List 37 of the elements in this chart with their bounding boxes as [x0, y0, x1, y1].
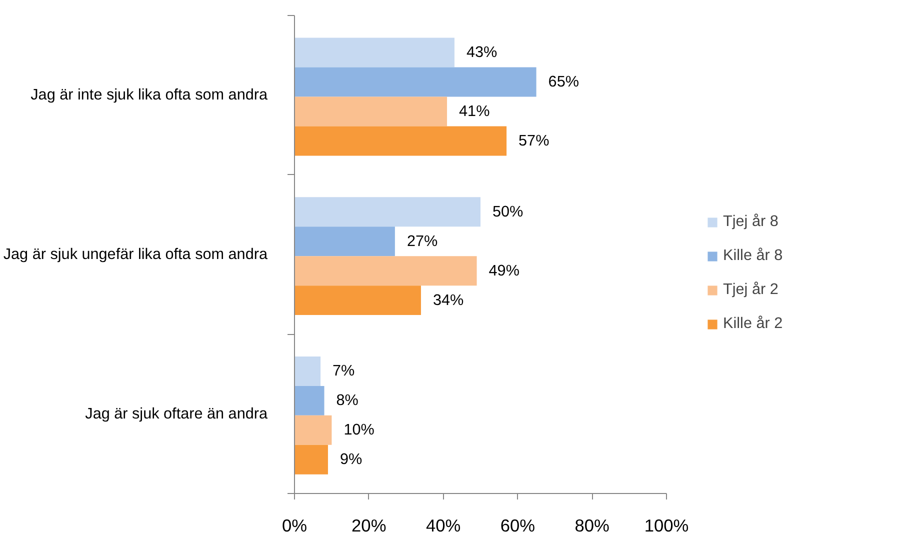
bar — [294, 256, 477, 286]
bar — [294, 444, 328, 474]
data-label: 49% — [488, 262, 520, 280]
bar — [294, 415, 332, 445]
y-tick-label: Jag är inte sjuk lika ofta som andra — [30, 86, 268, 104]
legend-label: Tjej år 2 — [723, 281, 778, 299]
legend-label: Kille år 2 — [723, 315, 783, 333]
bar — [294, 286, 421, 316]
bar — [294, 67, 536, 97]
data-label: 34% — [432, 292, 464, 309]
x-tick-label: 80% — [574, 516, 610, 536]
bar — [294, 38, 454, 68]
data-label: 41% — [459, 103, 490, 120]
data-label: 50% — [492, 203, 524, 220]
legend-label: Kille år 8 — [723, 247, 783, 265]
x-tick-label: 0% — [282, 516, 308, 536]
data-label: 43% — [466, 44, 498, 62]
x-tick-label: 20% — [352, 516, 386, 536]
bar — [294, 126, 507, 156]
bar — [294, 356, 321, 386]
bar — [294, 226, 395, 256]
x-tick-label: 40% — [426, 516, 461, 536]
x-tick-label: 100% — [644, 516, 689, 536]
data-label: 8% — [336, 392, 359, 410]
data-label: 57% — [518, 132, 550, 150]
data-label: 65% — [548, 74, 580, 91]
bar — [294, 96, 448, 126]
data-label: 10% — [344, 422, 375, 439]
y-tick-label: Jag är sjuk oftare än andra — [85, 405, 268, 422]
data-label: 9% — [340, 451, 363, 468]
data-label: 27% — [406, 232, 438, 250]
data-label: 7% — [332, 362, 356, 380]
legend-label: Tjej år 8 — [723, 213, 778, 231]
bar — [294, 386, 324, 416]
y-tick-label: Jag är sjuk ungefär lika ofta som andra — [3, 246, 268, 263]
x-tick-label: 60% — [500, 516, 536, 536]
bar — [294, 197, 480, 227]
